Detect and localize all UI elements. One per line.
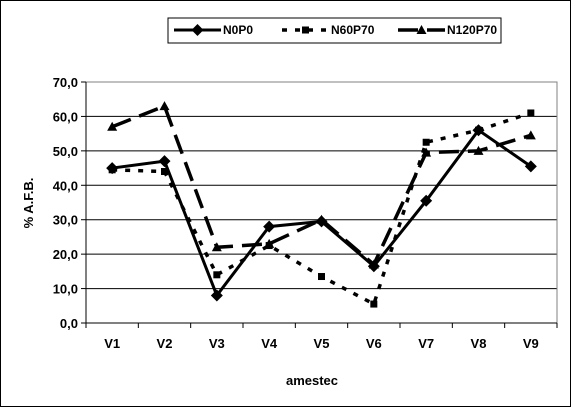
y-axis-ticks: 0,0 10,0 20,0 30,0 40,0 50,0 60,0 70,0	[53, 75, 87, 331]
x-tick-label: V3	[209, 336, 225, 351]
data-point-N60P70	[213, 271, 221, 279]
legend: N0P0 N60P70 N120P70	[167, 17, 502, 44]
y-tick-label: 40,0	[53, 178, 78, 193]
data-point-N120P70	[368, 259, 379, 269]
legend-marker	[191, 24, 204, 36]
data-point-N60P70	[475, 126, 482, 134]
legend-label: N60P70	[331, 23, 375, 37]
data-point-N60P70	[527, 109, 535, 117]
series-line-N120P70	[111, 103, 532, 268]
data-point-N120P70	[525, 130, 536, 140]
x-tick-label: V1	[104, 336, 120, 351]
data-point-N120P70	[107, 121, 118, 131]
x-tick-label: V9	[523, 336, 539, 351]
data-point-N60P70	[422, 138, 430, 146]
x-tick-label: V4	[261, 336, 278, 351]
data-point-N0P0	[158, 155, 171, 168]
data-point-N0P0	[210, 289, 223, 302]
legend-label: N0P0	[223, 23, 253, 37]
y-tick-label: 50,0	[53, 144, 78, 159]
y-tick-label: 20,0	[53, 247, 78, 262]
data-point-N60P70	[318, 273, 325, 281]
data-point-N0P0	[524, 160, 537, 173]
x-tick-label: V8	[471, 336, 487, 351]
x-tick-label: V2	[157, 336, 173, 351]
legend-label: N120P70	[447, 23, 497, 37]
data-point-N0P0	[420, 194, 433, 207]
x-tick-label: V5	[314, 336, 330, 351]
x-tick-label: V6	[366, 336, 382, 351]
series-layer	[106, 101, 537, 308]
y-tick-label: 70,0	[53, 75, 78, 90]
data-point-N120P70	[421, 147, 432, 157]
data-point-N120P70	[316, 214, 327, 224]
data-point-N60P70	[108, 166, 116, 174]
y-tick-label: 60,0	[53, 109, 78, 124]
legend-marker	[302, 26, 309, 34]
y-tick-label: 30,0	[53, 213, 78, 228]
legend-marker	[416, 25, 427, 34]
data-point-N0P0	[263, 220, 276, 233]
y-tick-label: 0,0	[60, 316, 78, 331]
data-point-N120P70	[159, 101, 170, 111]
data-point-N120P70	[264, 238, 275, 248]
data-point-N60P70	[161, 168, 168, 176]
x-tick-label: V7	[418, 336, 434, 351]
x-axis-ticks: V1 V2 V3 V4 V5 V6 V7 V8 V9	[85, 322, 558, 351]
legend-box	[167, 17, 502, 44]
y-axis-title: % A.F.B.	[21, 178, 36, 229]
x-axis-title: amestec	[286, 373, 338, 388]
data-point-N120P70	[473, 145, 484, 155]
data-point-N120P70	[211, 242, 222, 252]
y-tick-label: 10,0	[53, 282, 78, 297]
data-point-N60P70	[370, 300, 378, 308]
